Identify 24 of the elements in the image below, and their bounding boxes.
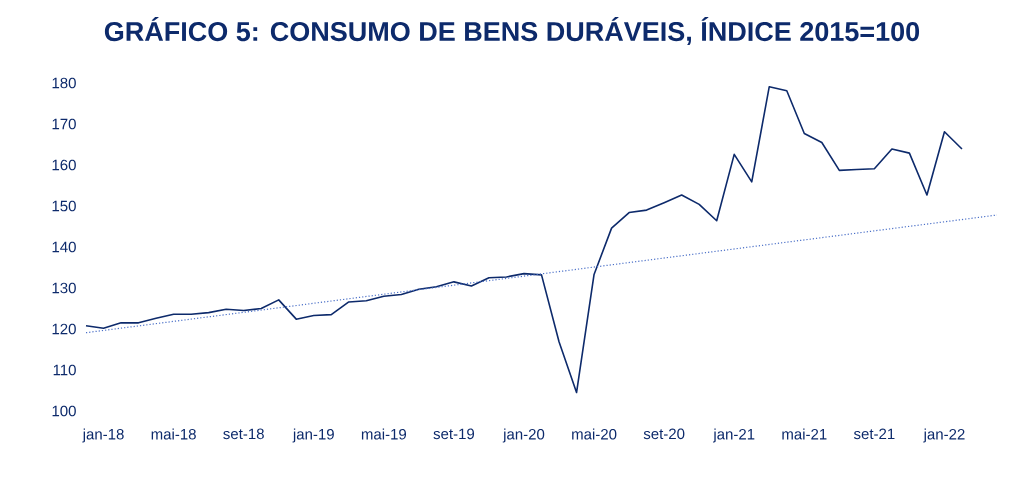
line-series: [85, 85, 963, 394]
x-tick-label: set-18: [223, 428, 264, 440]
x-tick-label: set-19: [433, 428, 475, 440]
x-tick-label: jan-19: [292, 428, 334, 443]
y-tick-label: 150: [52, 200, 76, 212]
x-tick-label: set-20: [643, 428, 685, 440]
x-tick-label: jan-18: [82, 428, 124, 443]
x-tick-label: jan-20: [502, 428, 545, 443]
y-tick-label: 110: [53, 364, 76, 376]
y-tick-label: 130: [52, 282, 76, 294]
y-tick-label: 120: [52, 323, 76, 335]
y-tick-label: 140: [52, 241, 76, 253]
y-tick-label: 100: [52, 405, 76, 417]
x-tick-label: mai-18: [151, 428, 196, 440]
x-tick-label: mai-19: [361, 428, 407, 440]
chart-title: GRÁFICO 5: CONSUMO DE BENS DURÁVEIS, ÍNDICE 2015=100: [104, 16, 920, 46]
x-tick-label: jan-21: [713, 428, 755, 443]
x-tick-label: set-21: [853, 428, 895, 440]
y-tick-label: 170: [52, 118, 76, 130]
x-tick-label: jan-22: [923, 428, 965, 443]
x-tick-label: mai-20: [572, 428, 617, 440]
y-tick-label: 160: [52, 159, 76, 171]
x-tick-label: mai-21: [782, 428, 827, 440]
y-tick-label: 180: [52, 77, 76, 89]
